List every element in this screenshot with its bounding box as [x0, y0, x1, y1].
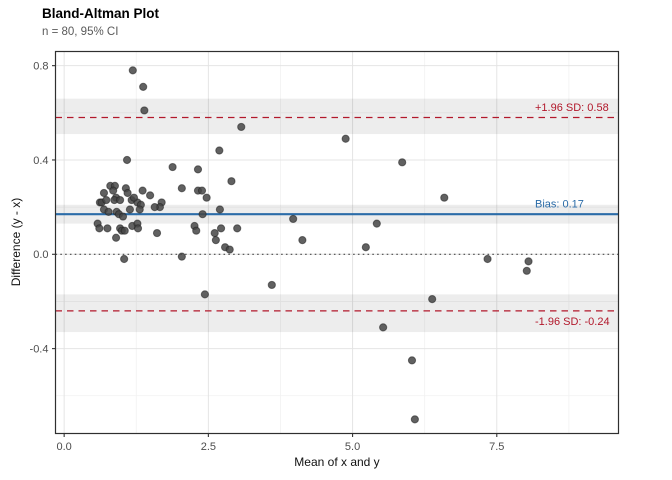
- data-point: [289, 214, 298, 224]
- data-point: [215, 205, 225, 214]
- upper-loa-label: +1.96 SD: 0.58: [535, 102, 609, 114]
- chart-title: Bland-Altman Plot: [42, 6, 159, 21]
- data-point: [372, 219, 381, 228]
- x-tick-label: 5.0: [345, 441, 360, 453]
- data-point: [341, 134, 350, 143]
- data-point: [202, 193, 211, 202]
- x-tick-label: 7.5: [489, 441, 504, 453]
- data-point: [102, 195, 111, 205]
- data-point: [215, 146, 224, 155]
- data-point: [95, 224, 104, 233]
- x-axis-title: Mean of x and y: [294, 455, 380, 469]
- data-point: [109, 186, 118, 195]
- data-point: [125, 205, 135, 214]
- data-point: [267, 280, 276, 290]
- data-point: [225, 245, 234, 254]
- data-point: [524, 257, 533, 266]
- data-point: [200, 290, 210, 299]
- data-point: [140, 106, 149, 115]
- data-point: [150, 203, 159, 212]
- data-point: [120, 226, 129, 235]
- x-tick-label: 2.5: [201, 441, 216, 453]
- data-point: [198, 210, 207, 219]
- data-point: [398, 158, 407, 167]
- data-point: [522, 266, 531, 275]
- data-point: [361, 243, 370, 252]
- data-point: [428, 294, 437, 304]
- data-point: [120, 254, 129, 264]
- data-point: [410, 415, 419, 424]
- panel-background: [55, 51, 619, 434]
- data-point: [177, 184, 186, 193]
- data-point: [138, 186, 147, 195]
- bias-label: Bias: 0.17: [535, 199, 584, 211]
- x-tick-label: 0.0: [57, 441, 72, 453]
- data-point: [379, 323, 388, 332]
- data-point: [440, 193, 449, 202]
- chart-subtitle: n = 80, 95% CI: [42, 26, 119, 38]
- data-point: [210, 228, 219, 238]
- y-tick-label: 0.4: [33, 155, 48, 167]
- data-point: [192, 226, 201, 235]
- data-point: [211, 236, 220, 245]
- lower-loa-label: -1.96 SD: -0.24: [535, 316, 610, 328]
- data-point: [122, 155, 132, 165]
- data-point: [139, 82, 148, 91]
- data-point: [116, 195, 125, 205]
- data-point: [152, 228, 162, 238]
- y-tick-label: -0.4: [30, 343, 49, 355]
- data-point: [111, 233, 121, 242]
- data-point: [193, 165, 203, 174]
- y-tick-label: 0.0: [33, 249, 48, 261]
- ci-band-lower_loa: [55, 294, 619, 333]
- data-point: [298, 236, 307, 245]
- data-point: [407, 356, 417, 365]
- data-point: [483, 254, 492, 264]
- panel-border: [54, 50, 620, 435]
- data-point: [135, 205, 144, 214]
- data-point: [227, 177, 236, 186]
- data-point: [237, 122, 246, 132]
- data-point: [128, 66, 137, 75]
- data-point: [123, 188, 132, 198]
- ci-band-upper_loa: [55, 98, 619, 135]
- y-tick-label: 0.8: [33, 60, 48, 72]
- data-point: [99, 188, 109, 198]
- data-point: [104, 207, 113, 216]
- data-point: [168, 162, 177, 172]
- data-point: [103, 224, 112, 233]
- data-point: [118, 212, 128, 221]
- data-point: [197, 186, 207, 195]
- data-point: [129, 193, 139, 202]
- data-point: [133, 224, 143, 233]
- data-point: [216, 224, 226, 233]
- data-point: [177, 252, 186, 261]
- data-point: [146, 191, 155, 200]
- y-axis-title-text: Difference (y - x): [9, 197, 23, 287]
- data-point: [233, 224, 242, 233]
